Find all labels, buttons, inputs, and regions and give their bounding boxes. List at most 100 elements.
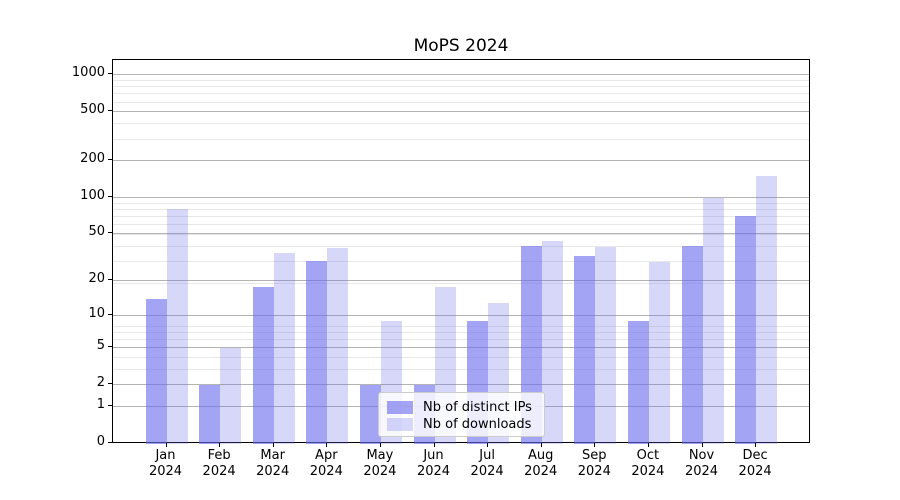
bar-downloads-Nov — [702, 197, 724, 444]
x-tick-label-Jul: Jul 2024 — [460, 448, 514, 480]
x-tick-label-Oct: Oct 2024 — [621, 448, 675, 480]
x-tick-year: 2024 — [148, 464, 183, 479]
x-tick-label-Apr: Apr 2024 — [299, 448, 353, 480]
x-tick-mark — [701, 443, 703, 447]
bar-distinct-ips-Feb — [199, 385, 221, 444]
y-tick-mark — [108, 158, 112, 160]
x-tick-mark — [379, 443, 381, 447]
bar-downloads-Mar — [273, 252, 295, 444]
bar-downloads-Apr — [327, 248, 349, 444]
y-tick-label: 1 — [96, 397, 105, 412]
x-tick-year: 2024 — [256, 464, 290, 479]
y-tick-label: 200 — [80, 150, 105, 166]
x-tick-year: 2024 — [524, 464, 558, 479]
plot-area — [112, 59, 810, 444]
y-tick-mark — [108, 232, 112, 234]
bar-distinct-ips-Nov — [681, 245, 703, 444]
x-tick-label-Mar: Mar 2024 — [246, 448, 300, 480]
x-tick-mark — [647, 443, 649, 447]
bar-downloads-Oct — [648, 262, 670, 444]
minor-gridline — [113, 261, 809, 263]
major-gridline — [113, 111, 809, 113]
major-gridline — [113, 233, 809, 235]
x-tick-label-May: May 2024 — [353, 448, 407, 480]
x-tick-year: 2024 — [309, 464, 343, 479]
minor-gridline — [113, 332, 809, 333]
minor-gridline — [113, 138, 809, 140]
y-tick-label: 2 — [96, 375, 105, 391]
y-tick-mark — [108, 279, 112, 281]
legend-label-distinct-ips: Nb of distinct IPs — [423, 400, 532, 415]
x-tick-year: 2024 — [738, 464, 772, 479]
x-tick-mark — [594, 443, 596, 447]
bar-downloads-Jan — [166, 209, 188, 444]
bar-distinct-ips-Oct — [627, 321, 649, 444]
y-tick-mark — [108, 346, 112, 348]
legend-swatch-downloads-icon — [387, 418, 413, 431]
major-gridline — [113, 347, 809, 349]
x-tick-mark — [540, 443, 542, 447]
y-tick-mark — [108, 442, 112, 443]
x-tick-year: 2024 — [363, 464, 397, 479]
x-tick-year: 2024 — [684, 464, 719, 479]
major-gridline — [113, 74, 809, 76]
minor-gridline — [113, 369, 809, 370]
y-tick-label: 20 — [88, 271, 105, 287]
bar-distinct-ips-Sep — [574, 255, 596, 444]
minor-gridline — [113, 339, 809, 341]
y-tick-mark — [108, 73, 112, 75]
minor-gridline — [113, 202, 809, 204]
minor-gridline — [113, 101, 809, 103]
x-tick-label-Aug: Aug 2024 — [514, 448, 568, 480]
y-tick-mark — [108, 405, 112, 406]
x-tick-mark — [219, 443, 221, 447]
x-tick-year: 2024 — [631, 464, 665, 479]
minor-gridline — [113, 283, 809, 285]
x-tick-mark — [165, 443, 167, 447]
x-tick-mark — [487, 443, 489, 447]
major-gridline — [113, 196, 809, 198]
minor-gridline — [113, 86, 809, 88]
major-gridline — [113, 384, 809, 386]
bar-downloads-Aug — [541, 240, 563, 444]
minor-gridline — [113, 209, 809, 211]
x-tick-label-Dec: Dec 2024 — [728, 448, 782, 480]
minor-gridline — [113, 325, 809, 327]
minor-gridline — [113, 357, 809, 359]
y-tick-label: 50 — [88, 224, 105, 240]
x-tick-label-Nov: Nov 2024 — [675, 448, 729, 480]
y-tick-label: 500 — [80, 102, 105, 118]
minor-gridline — [113, 123, 809, 125]
x-tick-mark — [755, 443, 757, 447]
bar-distinct-ips-May — [359, 385, 381, 444]
y-tick-label: 100 — [80, 187, 105, 203]
bar-downloads-Sep — [595, 247, 617, 444]
bar-distinct-ips-Jan — [145, 299, 167, 444]
y-tick-mark — [108, 383, 112, 385]
x-tick-year: 2024 — [416, 464, 451, 479]
chart-title: MoPS 2024 — [413, 36, 509, 56]
y-tick-mark — [108, 110, 112, 112]
major-gridline — [113, 159, 809, 161]
y-tick-label: 10 — [88, 306, 105, 321]
x-tick-year: 2024 — [577, 464, 611, 479]
legend-item-distinct-ips: Nb of distinct IPs — [387, 399, 536, 416]
major-gridline — [113, 315, 809, 316]
y-tick-label: 5 — [96, 338, 105, 354]
y-tick-mark — [108, 314, 112, 315]
x-tick-mark — [326, 443, 328, 447]
minor-gridline — [113, 224, 809, 226]
x-tick-mark — [272, 443, 274, 447]
legend: Nb of distinct IPs Nb of downloads — [378, 392, 545, 437]
bar-downloads-Feb — [220, 348, 242, 444]
x-tick-year: 2024 — [202, 464, 236, 479]
bar-distinct-ips-Dec — [735, 216, 757, 444]
x-tick-year: 2024 — [470, 464, 504, 479]
y-tick-label: 0 — [96, 434, 105, 449]
x-tick-mark — [433, 443, 435, 447]
bar-downloads-Dec — [756, 176, 778, 444]
x-tick-label-Jun: Jun 2024 — [407, 448, 461, 480]
legend-item-downloads: Nb of downloads — [387, 416, 536, 433]
minor-gridline — [113, 216, 809, 218]
